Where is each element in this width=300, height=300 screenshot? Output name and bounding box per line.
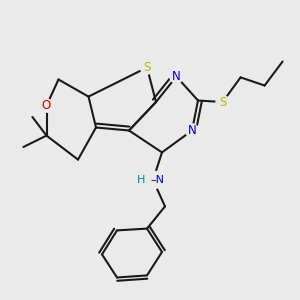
Text: O: O xyxy=(42,99,51,112)
Text: S: S xyxy=(219,95,226,109)
Text: H: H xyxy=(137,175,146,185)
Text: N: N xyxy=(188,124,196,137)
Circle shape xyxy=(144,171,162,189)
Circle shape xyxy=(170,70,183,83)
Circle shape xyxy=(185,124,199,137)
Circle shape xyxy=(40,99,53,112)
Circle shape xyxy=(216,95,229,109)
Text: N: N xyxy=(172,70,181,83)
Text: S: S xyxy=(143,61,151,74)
Circle shape xyxy=(140,61,154,74)
Text: –N: –N xyxy=(150,175,164,185)
